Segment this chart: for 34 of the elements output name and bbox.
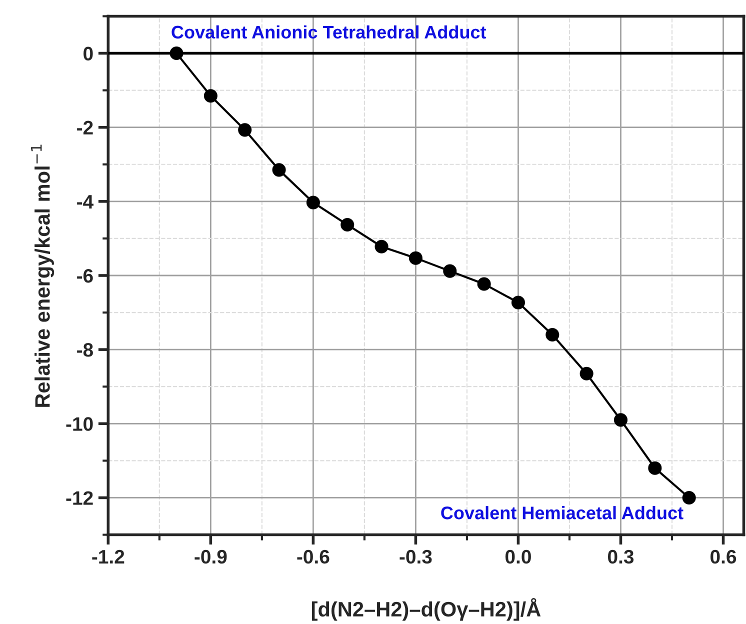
x-axis-title: [d(N2–H2)–d(Oγ–H2)]/Å <box>312 598 541 621</box>
annotation: Covalent Hemiacetal Adduct <box>441 506 684 520</box>
y-tick-label: -8 <box>77 343 93 357</box>
y-tick-label: -6 <box>77 268 93 283</box>
x-tick-label: -0.3 <box>400 550 432 564</box>
point <box>204 89 218 103</box>
y-tick-label: 0 <box>84 46 93 60</box>
x-tick-label: -1.2 <box>92 550 124 564</box>
y-axis-title: Relative energy/kcal mol$^{−1}$ <box>31 144 54 407</box>
y-tick-label: -2 <box>77 120 93 134</box>
x-tick-label: 0.6 <box>710 550 736 564</box>
point <box>648 461 662 475</box>
point <box>580 366 594 380</box>
point <box>340 218 354 232</box>
point <box>682 490 696 504</box>
point <box>477 277 491 291</box>
y-tick-label: -12 <box>66 491 93 505</box>
annotation: Covalent Anionic Tetrahedral Adduct <box>172 25 486 39</box>
x-tick-label: 0.0 <box>505 550 531 564</box>
x-tick-label: -0.6 <box>297 550 330 564</box>
point <box>408 251 422 265</box>
point <box>272 163 286 177</box>
y-tick-label: -4 <box>77 195 94 208</box>
point <box>443 264 457 278</box>
point <box>374 240 388 254</box>
x-tick-label: 0.3 <box>608 550 634 564</box>
x-tick-label: -0.9 <box>194 550 227 564</box>
point <box>306 196 320 210</box>
point <box>170 46 184 60</box>
point <box>511 296 525 310</box>
point <box>614 413 628 427</box>
y-tick-label: -10 <box>66 417 93 431</box>
point <box>546 328 560 342</box>
point <box>238 123 252 137</box>
